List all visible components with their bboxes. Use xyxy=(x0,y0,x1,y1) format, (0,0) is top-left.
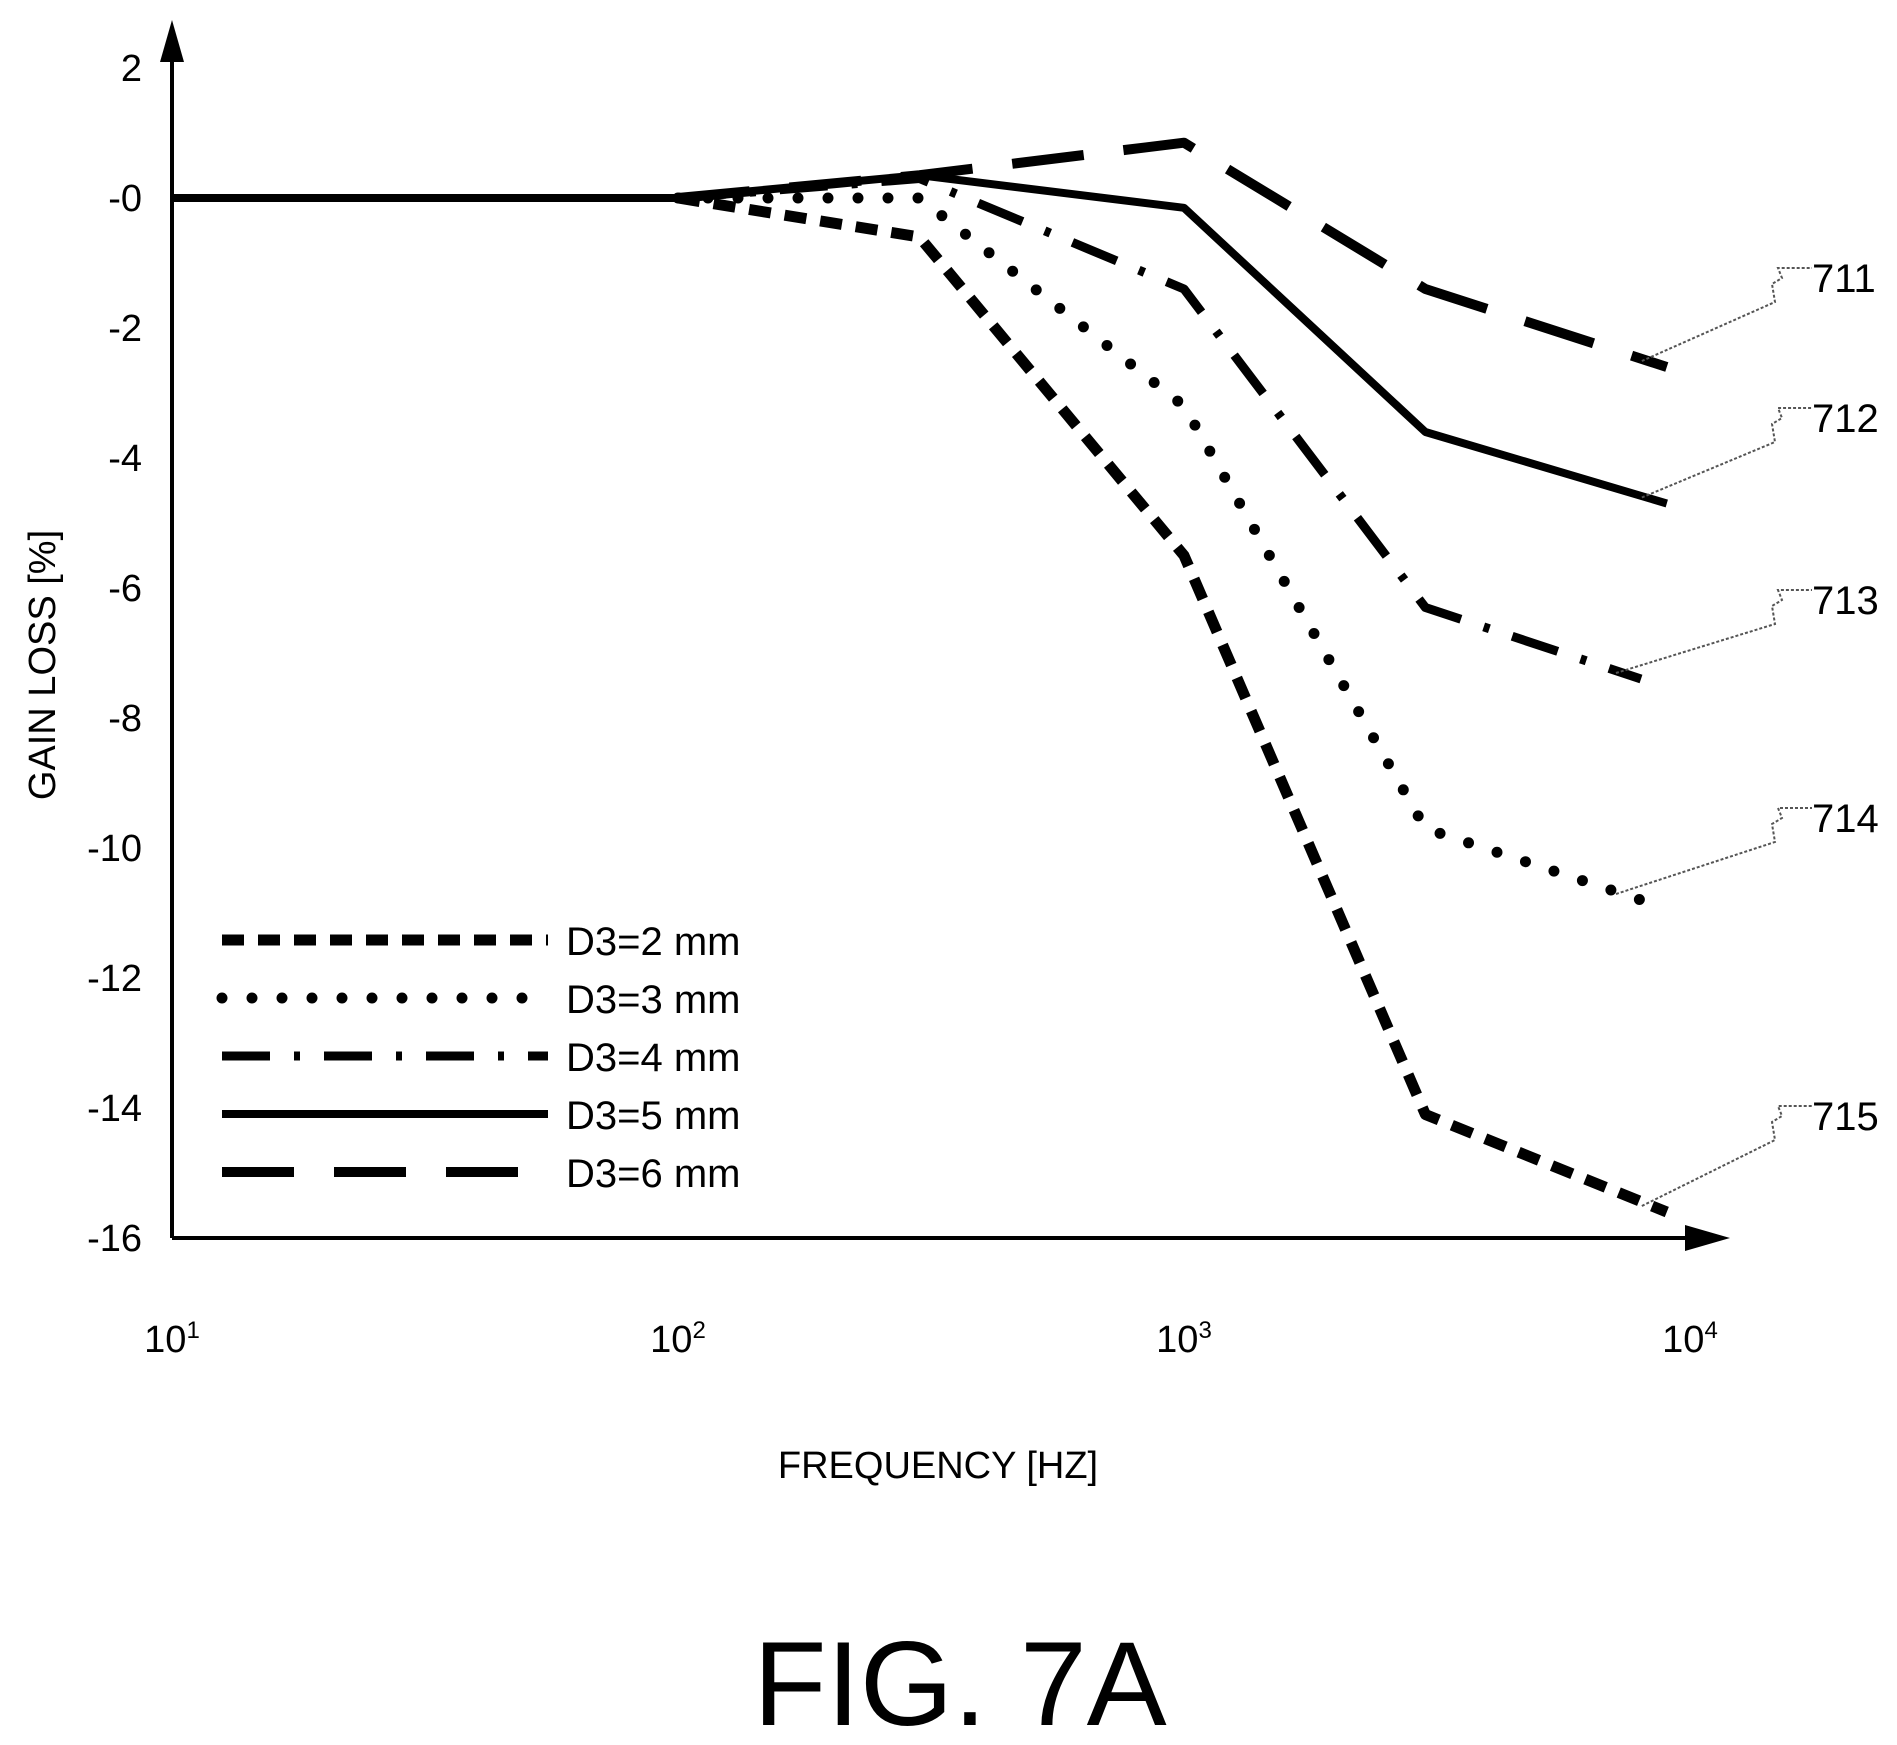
x-tick-label: 104 xyxy=(1662,1317,1718,1361)
callout-leader xyxy=(1615,589,1812,674)
series-group xyxy=(172,137,1669,1218)
callout-leader xyxy=(1615,807,1812,895)
callout-leader xyxy=(1641,407,1812,499)
y-tick-label: -12 xyxy=(87,958,142,1000)
x-tick-label: 102 xyxy=(650,1317,706,1361)
legend-label: D3=4 mm xyxy=(566,1036,741,1080)
x-tick-exponent: 1 xyxy=(186,1317,199,1344)
series-line-d3-4-mm xyxy=(677,174,1643,684)
x-tick-labels: 101 102 103 104 xyxy=(144,1317,1718,1361)
x-tick-base: 10 xyxy=(144,1319,186,1361)
series-line-d3-5-mm xyxy=(172,171,1668,508)
x-tick-exponent: 4 xyxy=(1704,1317,1717,1344)
series-line-d3-6-mm xyxy=(677,137,1669,372)
reference-callouts: 715 714 713 712 711 xyxy=(1615,257,1879,1207)
y-tick-label: -2 xyxy=(108,308,142,350)
callout-label: 711 xyxy=(1812,257,1876,301)
y-tick-labels: 2 -0 -2 -4 -6 -8 -10 -12 -14 -16 xyxy=(87,48,142,1260)
x-tick-exponent: 2 xyxy=(692,1317,705,1344)
callout-leader xyxy=(1641,1105,1812,1207)
y-tick-label: -8 xyxy=(108,698,142,740)
y-tick-label: -10 xyxy=(87,828,142,870)
legend-label: D3=5 mm xyxy=(566,1094,741,1138)
y-tick-label: -6 xyxy=(108,568,142,610)
callout-label: 712 xyxy=(1812,397,1879,441)
x-axis-arrow xyxy=(1685,1225,1730,1251)
y-tick-label: -16 xyxy=(87,1218,142,1260)
axes xyxy=(160,20,1730,1251)
legend-label: D3=6 mm xyxy=(566,1152,741,1196)
series-line-d3-2-mm xyxy=(677,192,1669,1218)
callout-label: 715 xyxy=(1812,1095,1879,1139)
legend: D3=2 mm D3=3 mm D3=4 mm D3=5 mm D3=6 mm xyxy=(216,920,741,1196)
series-line-d3-3-mm xyxy=(672,192,1647,906)
y-axis-arrow xyxy=(160,20,184,62)
x-tick-exponent: 3 xyxy=(1198,1317,1211,1344)
x-tick-label: 103 xyxy=(1156,1317,1212,1361)
callout-label: 713 xyxy=(1812,579,1879,623)
legend-label: D3=3 mm xyxy=(566,978,741,1022)
x-tick-base: 10 xyxy=(650,1319,692,1361)
y-axis-title: GAIN LOSS [%] xyxy=(22,530,64,800)
y-tick-label: 2 xyxy=(121,48,142,90)
y-tick-label: -4 xyxy=(108,438,142,480)
figure-caption: FIG. 7A xyxy=(753,1617,1166,1745)
callout-label: 714 xyxy=(1812,797,1879,841)
y-tick-label: -0 xyxy=(108,178,142,220)
x-axis-title: FREQUENCY [HZ] xyxy=(778,1445,1098,1487)
x-tick-base: 10 xyxy=(1662,1319,1704,1361)
legend-label: D3=2 mm xyxy=(566,920,741,964)
x-tick-base: 10 xyxy=(1156,1319,1198,1361)
callout-leader xyxy=(1641,267,1812,362)
x-tick-label: 101 xyxy=(144,1317,200,1361)
y-tick-label: -14 xyxy=(87,1088,142,1130)
